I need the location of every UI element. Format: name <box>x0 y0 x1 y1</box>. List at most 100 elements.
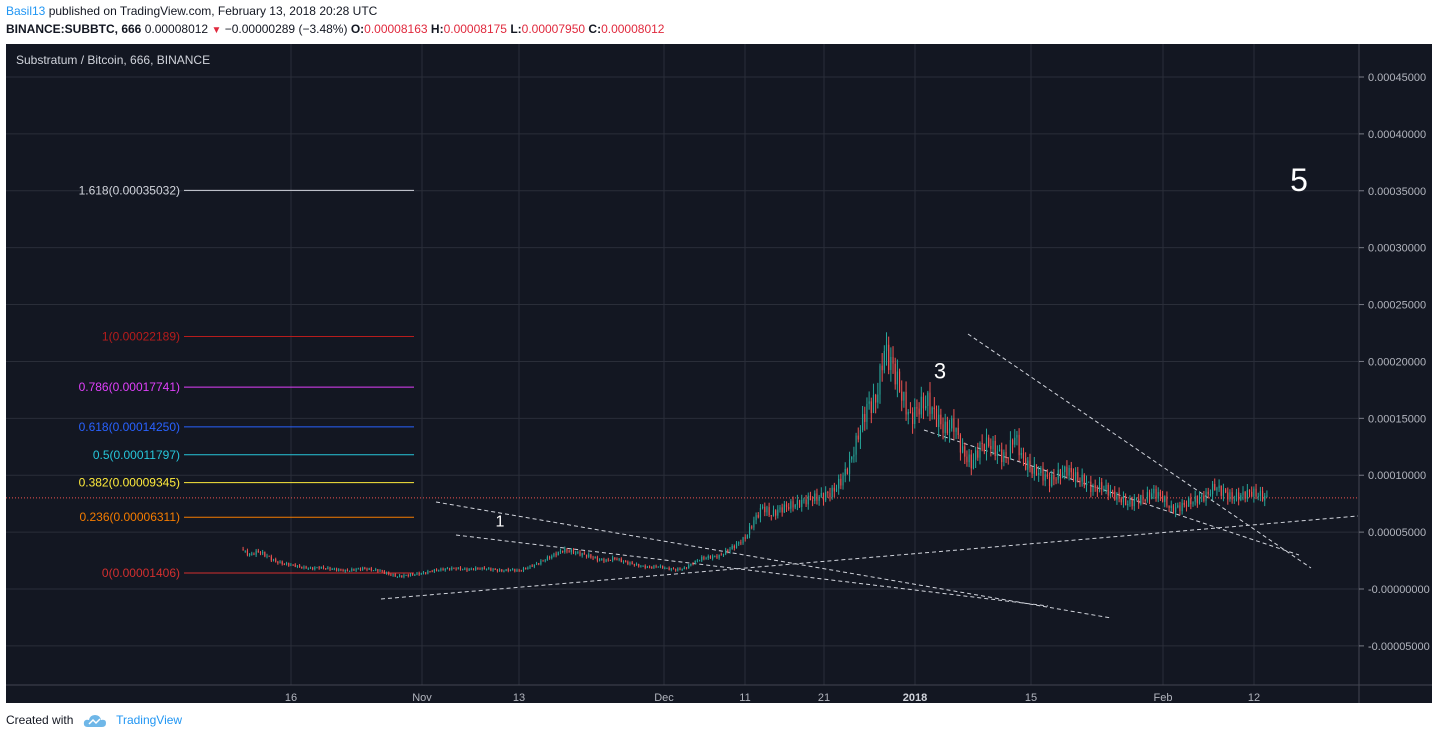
x-tick-label: 13 <box>513 692 525 703</box>
candle-body <box>459 567 462 570</box>
candle-body <box>1159 492 1161 496</box>
candle-body <box>944 421 946 433</box>
close-value: 0.00008012 <box>601 22 665 36</box>
candle-body <box>440 568 442 571</box>
candle-body <box>503 571 505 573</box>
candle-body <box>325 568 327 570</box>
candle-body <box>972 459 975 469</box>
candle-body <box>292 564 294 566</box>
fib-label: 0.382(0.00009345) <box>79 476 180 490</box>
candle-body <box>575 552 577 554</box>
candle-body <box>927 392 929 406</box>
candle-body <box>353 568 355 571</box>
price-axis[interactable]: 0.00045000 0.00040000 0.00035000 0.00030000… <box>1359 72 1430 653</box>
candle-body <box>914 407 916 425</box>
candle-body <box>1146 492 1148 501</box>
candle-body <box>988 437 990 446</box>
candle-body <box>242 549 244 551</box>
candle-body <box>283 564 285 566</box>
candle-body <box>746 534 748 539</box>
candle-body <box>1209 494 1211 496</box>
candle-body <box>388 572 390 575</box>
candle-body <box>720 554 722 556</box>
low-value: 0.00007950 <box>521 22 586 36</box>
candle-body <box>446 568 449 570</box>
candle-body <box>979 442 981 458</box>
candle-body <box>794 504 796 508</box>
candle-body <box>707 556 709 559</box>
candle-body <box>855 435 857 455</box>
candle-body <box>1040 468 1042 473</box>
fib-label: 0.618(0.00014250) <box>79 420 180 434</box>
candle-body <box>546 556 548 561</box>
candle-body <box>764 506 766 513</box>
candle-body <box>705 558 707 560</box>
candle-body <box>1009 440 1011 458</box>
candle-body <box>596 557 598 561</box>
candle-body <box>859 430 862 440</box>
candle-body <box>812 500 814 502</box>
candle-body <box>833 487 835 492</box>
candle-body <box>905 391 907 415</box>
candle-body <box>505 569 507 572</box>
candle-body <box>898 371 901 392</box>
time-axis[interactable]: 16 Nov 13 Dec 11 21 2018 15 Feb 12 <box>285 692 1260 704</box>
candle-body <box>990 445 992 450</box>
candle-body <box>996 451 998 457</box>
candle-body <box>322 566 325 569</box>
candle-body <box>1161 495 1164 502</box>
candle-body <box>1116 492 1118 500</box>
chart-container[interactable]: 1.618(0.00035032) 1(0.00022189) 0.786(0.00… <box>6 44 1432 704</box>
candle-body <box>305 566 307 569</box>
candle-body <box>512 569 514 571</box>
candle-body <box>692 563 694 565</box>
candle-body <box>685 567 688 569</box>
candle-body <box>901 391 903 401</box>
candle-body <box>816 493 818 501</box>
candle-body <box>442 568 444 571</box>
x-tick-label: 2018 <box>903 692 927 703</box>
candle-body <box>742 537 744 544</box>
x-tick-label: 16 <box>285 692 297 703</box>
candle-body <box>885 344 888 352</box>
author-link[interactable]: Basil13 <box>6 4 46 18</box>
wave-label: 5 <box>1290 162 1308 198</box>
published-text: published on TradingView.com, February 1… <box>48 4 378 18</box>
candle-body <box>542 560 544 562</box>
candle-body <box>333 568 335 570</box>
tradingview-link[interactable]: TradingView <box>116 713 183 727</box>
candle-body <box>970 454 972 469</box>
candle-body <box>875 394 877 403</box>
candle-body <box>244 550 246 552</box>
candle-body <box>412 573 414 575</box>
candle-body <box>499 569 501 572</box>
candle-body <box>553 553 555 557</box>
candle-body <box>931 407 933 414</box>
x-tick-label: 21 <box>818 692 830 703</box>
candle-body <box>288 563 290 566</box>
wave-labels: 1 3 5 <box>496 162 1308 531</box>
candle-body <box>1133 498 1135 507</box>
candle-body <box>266 555 268 557</box>
candle-body <box>629 562 631 565</box>
candle-body <box>314 567 316 570</box>
chart-background <box>6 44 1432 703</box>
candle-body <box>475 567 477 570</box>
candle-body <box>814 493 816 502</box>
ohlc-header: BINANCE:SUBBTC, 666 0.00008012 ▼ −0.0000… <box>6 22 664 36</box>
candle-body <box>1135 498 1138 500</box>
candle-body <box>1222 489 1225 496</box>
price-chart[interactable]: 1.618(0.00035032) 1(0.00022189) 0.786(0.00… <box>6 44 1432 704</box>
candle-body <box>577 551 579 553</box>
candle-body <box>1229 492 1231 500</box>
y-tick-label: 0.00040000 <box>1368 129 1426 141</box>
candle-body <box>1103 489 1105 491</box>
candle-body <box>257 550 259 553</box>
candle-body <box>738 542 740 544</box>
close-label: C: <box>588 22 602 36</box>
candle-body <box>688 565 690 569</box>
candle-body <box>403 575 405 578</box>
candle-body <box>383 571 385 574</box>
candle-body <box>1211 483 1214 495</box>
candle-body <box>644 565 646 568</box>
